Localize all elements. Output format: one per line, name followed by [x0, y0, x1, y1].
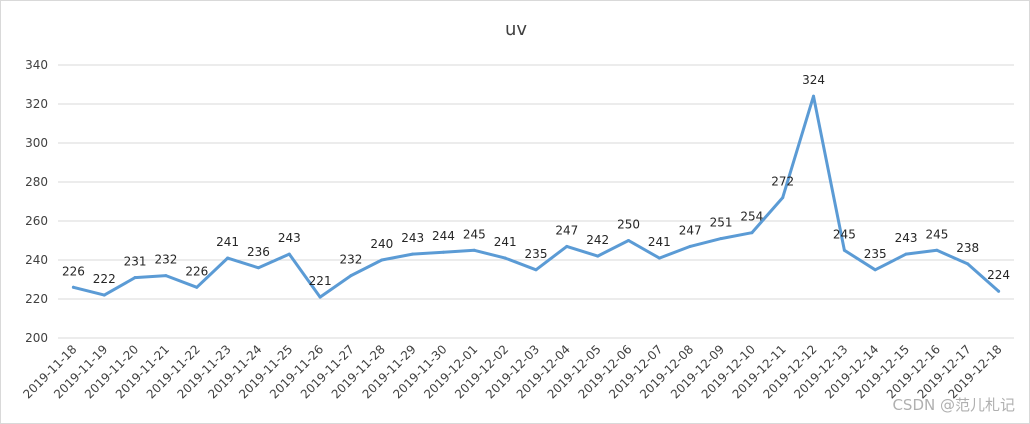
- data-label: 243: [278, 231, 301, 245]
- data-label: 235: [864, 247, 887, 261]
- data-point: [318, 295, 322, 299]
- data-label: 226: [185, 264, 208, 278]
- series-line: [71, 94, 1001, 299]
- x-axis: 2019-11-182019-11-192019-11-202019-11-21…: [20, 342, 1004, 401]
- data-label: 235: [525, 247, 548, 261]
- data-point: [349, 274, 353, 278]
- data-point: [133, 276, 137, 280]
- y-tick-label: 240: [25, 253, 48, 267]
- data-point: [627, 239, 631, 242]
- y-tick-label: 320: [25, 97, 48, 111]
- data-point: [503, 256, 507, 260]
- data-point: [565, 244, 569, 248]
- data-point: [71, 285, 75, 289]
- data-label: 245: [463, 227, 486, 241]
- watermark: CSDN @范儿札记: [892, 396, 1015, 414]
- data-point: [256, 266, 260, 270]
- data-point: [688, 244, 692, 248]
- data-point: [966, 262, 970, 266]
- y-tick-label: 280: [25, 175, 48, 189]
- data-label: 236: [247, 245, 270, 259]
- gridlines: [58, 64, 1014, 339]
- data-label: 241: [648, 235, 671, 249]
- data-point: [657, 256, 661, 260]
- data-label: 254: [740, 210, 763, 224]
- chart-title: uv: [505, 19, 527, 40]
- data-label: 251: [710, 216, 733, 230]
- data-label: 272: [771, 175, 794, 189]
- data-label: 247: [679, 223, 702, 237]
- data-point: [997, 289, 1001, 293]
- data-point: [472, 248, 476, 252]
- data-label: 231: [124, 255, 147, 269]
- data-point: [750, 231, 754, 235]
- data-point: [195, 285, 199, 289]
- data-label: 243: [401, 231, 424, 245]
- data-point: [842, 248, 846, 252]
- data-label: 226: [62, 264, 85, 278]
- data-point: [781, 196, 785, 200]
- data-label: 324: [802, 73, 825, 87]
- data-label: 238: [956, 241, 979, 255]
- data-label: 241: [216, 235, 239, 249]
- data-point: [812, 94, 816, 98]
- data-point: [441, 250, 445, 254]
- data-point: [719, 237, 723, 241]
- data-label: 232: [340, 253, 363, 267]
- data-point: [534, 268, 538, 272]
- data-point: [164, 274, 168, 278]
- data-label: 221: [309, 274, 332, 288]
- y-tick-label: 260: [25, 214, 48, 228]
- data-point: [935, 248, 939, 252]
- data-label: 240: [370, 237, 393, 251]
- data-point: [287, 252, 291, 256]
- data-label: 245: [833, 227, 856, 241]
- y-axis: 200 220 240 260 280 300 320 340: [25, 58, 48, 345]
- data-labels: 226 222 231 232 226 241 236 243 221 232 240 243 244 2…: [62, 73, 1010, 288]
- y-tick-label: 200: [25, 331, 48, 345]
- y-tick-label: 220: [25, 292, 48, 306]
- data-label: 244: [432, 229, 455, 243]
- data-label: 247: [555, 223, 578, 237]
- data-label: 222: [93, 272, 116, 286]
- data-point: [411, 252, 415, 256]
- data-label: 242: [586, 233, 609, 247]
- data-label: 250: [617, 218, 640, 232]
- data-point: [596, 254, 600, 258]
- data-point: [102, 293, 106, 297]
- data-label: 224: [987, 268, 1010, 282]
- data-point: [904, 252, 908, 256]
- data-label: 243: [895, 231, 918, 245]
- data-label: 241: [494, 235, 517, 249]
- y-tick-label: 340: [25, 58, 48, 72]
- data-label: 245: [925, 227, 948, 241]
- y-tick-label: 300: [25, 136, 48, 150]
- series-uv: [71, 94, 1001, 299]
- data-point: [873, 268, 877, 272]
- data-label: 232: [154, 253, 177, 267]
- data-point: [380, 258, 384, 262]
- data-point: [226, 256, 230, 260]
